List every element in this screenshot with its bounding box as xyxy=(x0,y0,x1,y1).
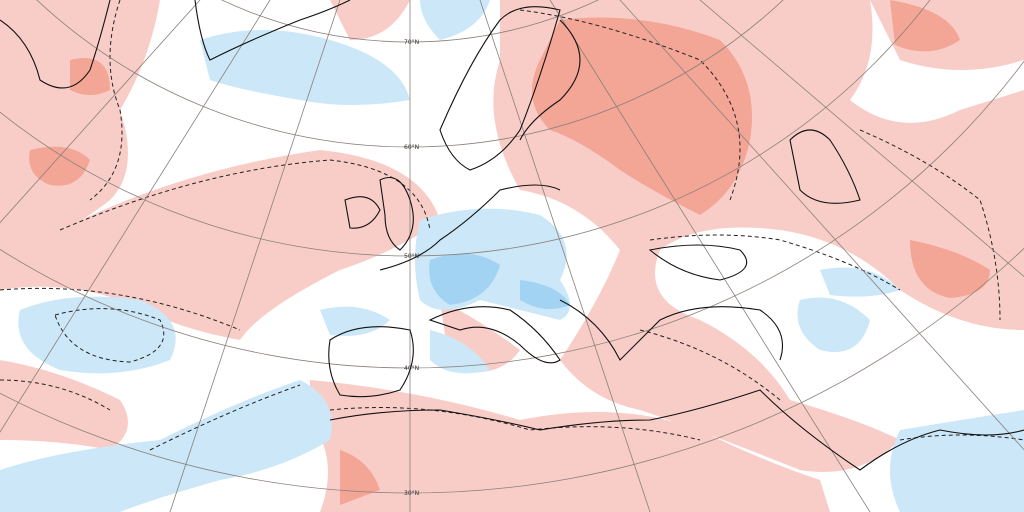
latitude-label: 60°N xyxy=(404,144,419,151)
latitude-labels: 70°N 60°N 50°N 40°N 30°N xyxy=(404,39,419,497)
strong-warm-anomaly xyxy=(29,0,990,505)
latitude-label: 30°N xyxy=(404,490,419,497)
latitude-label: 50°N xyxy=(404,253,419,260)
latitude-label: 40°N xyxy=(404,365,419,372)
contour-lines xyxy=(0,0,1024,451)
strong-cold-anomaly xyxy=(429,253,570,309)
latitude-label: 70°N xyxy=(404,39,419,46)
coastlines xyxy=(0,0,1024,471)
